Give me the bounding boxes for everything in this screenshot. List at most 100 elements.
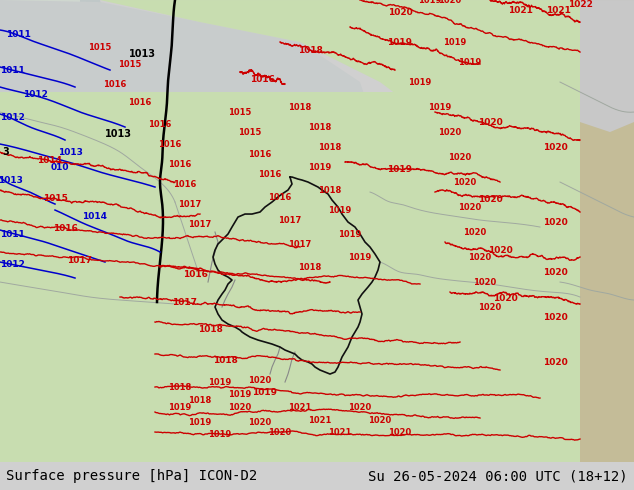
Text: 1019: 1019 (228, 390, 252, 398)
Text: 1020: 1020 (543, 268, 567, 276)
Text: 1020: 1020 (268, 428, 292, 437)
Text: 1019: 1019 (308, 163, 332, 172)
Text: 1019: 1019 (387, 165, 413, 173)
Text: 1017: 1017 (178, 199, 202, 209)
Text: 1020: 1020 (389, 428, 411, 437)
Text: 1020: 1020 (488, 245, 512, 254)
Text: 1016: 1016 (249, 149, 272, 159)
Text: 1020: 1020 (469, 252, 491, 262)
Text: 1017: 1017 (67, 255, 93, 265)
Text: 1012: 1012 (0, 260, 25, 269)
Text: 1018: 1018 (308, 122, 332, 131)
Text: 1020: 1020 (348, 403, 372, 412)
Text: 1016: 1016 (53, 223, 77, 233)
Polygon shape (100, 0, 580, 142)
Text: 1021: 1021 (308, 416, 332, 424)
Text: 1018: 1018 (299, 263, 321, 271)
Text: 1022: 1022 (567, 0, 592, 8)
Text: 1019: 1019 (418, 0, 442, 4)
Text: 1020: 1020 (543, 143, 567, 151)
Text: 1019: 1019 (348, 252, 372, 262)
Text: 1013: 1013 (0, 175, 22, 185)
Text: 1019: 1019 (209, 377, 231, 387)
Text: 1020: 1020 (477, 195, 502, 203)
Text: Su 26-05-2024 06:00 UTC (18+12): Su 26-05-2024 06:00 UTC (18+12) (368, 469, 628, 483)
Text: 1018: 1018 (318, 186, 342, 195)
Text: 1018: 1018 (188, 395, 212, 405)
Text: 1017: 1017 (278, 216, 302, 224)
Text: 1019: 1019 (209, 430, 231, 439)
Text: 1020: 1020 (543, 313, 567, 321)
Polygon shape (580, 0, 634, 132)
Text: 1019: 1019 (458, 57, 482, 67)
Text: 1018: 1018 (212, 356, 238, 365)
Text: 1020: 1020 (453, 177, 477, 187)
Text: 1014: 1014 (82, 212, 108, 220)
Text: 1019: 1019 (408, 77, 432, 87)
Text: 1017: 1017 (172, 297, 198, 307)
Text: 1020: 1020 (249, 375, 271, 385)
Polygon shape (0, 0, 110, 182)
Text: 1013: 1013 (105, 129, 131, 139)
Text: 1020: 1020 (479, 302, 501, 312)
Text: 1017: 1017 (188, 220, 212, 228)
Text: 1015: 1015 (88, 43, 112, 51)
Bar (580, 0, 634, 462)
Text: 1016: 1016 (258, 170, 281, 178)
Text: 010: 010 (51, 163, 69, 172)
Text: 1018: 1018 (297, 46, 323, 54)
Text: 1020: 1020 (543, 218, 567, 226)
Text: 1019: 1019 (169, 403, 191, 412)
Text: 1015: 1015 (228, 107, 252, 117)
Text: 1013: 1013 (58, 147, 82, 156)
Text: 1011: 1011 (6, 29, 30, 39)
Text: 1021: 1021 (508, 5, 533, 15)
Text: 1019: 1019 (252, 388, 278, 396)
Text: 1016: 1016 (128, 98, 152, 106)
Text: 1020: 1020 (228, 403, 252, 412)
Text: Surface pressure [hPa] ICON-D2: Surface pressure [hPa] ICON-D2 (6, 469, 257, 483)
Text: 1019: 1019 (443, 38, 467, 47)
Text: 1020: 1020 (474, 277, 496, 287)
Text: 1012: 1012 (23, 90, 48, 98)
Text: 1019: 1019 (429, 102, 451, 112)
Bar (0, 92, 580, 462)
Text: 1012: 1012 (0, 113, 25, 122)
Text: 1017: 1017 (288, 240, 312, 248)
Text: 3: 3 (2, 147, 9, 157)
Text: 1020: 1020 (249, 417, 271, 426)
Text: 1018: 1018 (169, 383, 191, 392)
Text: 1020: 1020 (477, 118, 502, 126)
Text: 1016: 1016 (148, 120, 172, 128)
Text: 1016: 1016 (250, 74, 275, 83)
Polygon shape (0, 0, 80, 132)
Text: 1015: 1015 (42, 194, 67, 202)
Text: 1020: 1020 (438, 0, 462, 4)
Text: 1016: 1016 (183, 270, 207, 278)
Text: 1020: 1020 (438, 127, 462, 137)
Text: 1020: 1020 (368, 416, 392, 424)
Text: 1016: 1016 (168, 160, 191, 169)
Text: 1019: 1019 (328, 205, 352, 215)
Text: 1016: 1016 (103, 79, 127, 89)
Text: 1021: 1021 (288, 403, 312, 412)
Text: 1018: 1018 (318, 143, 342, 151)
Text: 1016: 1016 (158, 140, 182, 148)
Text: 1019: 1019 (339, 229, 361, 239)
Text: 1018: 1018 (198, 324, 223, 334)
Text: 1015: 1015 (119, 59, 141, 69)
Text: 1011: 1011 (0, 229, 25, 239)
Text: 1020: 1020 (448, 152, 472, 162)
Text: 1020: 1020 (387, 7, 412, 17)
Text: 1013: 1013 (129, 49, 155, 59)
Text: 1016: 1016 (173, 179, 197, 189)
Text: 1019: 1019 (188, 417, 212, 426)
Text: 1021: 1021 (328, 428, 352, 437)
Text: 1018: 1018 (288, 102, 312, 112)
Text: 1020: 1020 (463, 227, 487, 237)
Text: 1021: 1021 (546, 5, 571, 15)
Text: 1011: 1011 (0, 66, 25, 74)
Polygon shape (0, 0, 380, 182)
Text: 1020: 1020 (493, 294, 517, 302)
Text: 1020: 1020 (458, 202, 482, 212)
